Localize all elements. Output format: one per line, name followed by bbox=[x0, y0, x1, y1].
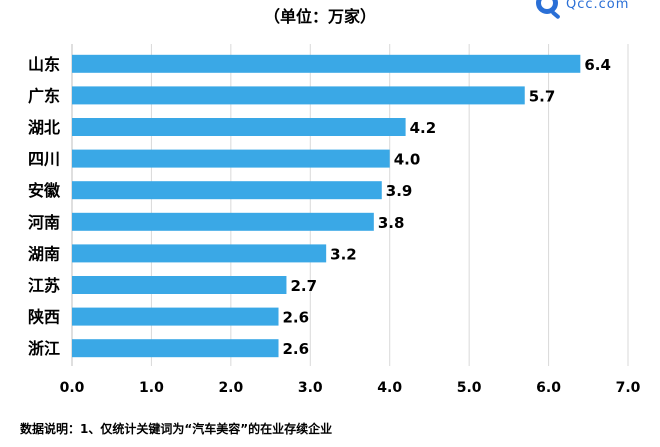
value-label: 2.6 bbox=[283, 340, 310, 358]
y-category-label: 湖北 bbox=[28, 118, 60, 137]
y-category-label: 山东 bbox=[28, 55, 60, 74]
bar bbox=[72, 118, 406, 136]
bar bbox=[72, 339, 279, 358]
value-label: 3.8 bbox=[378, 214, 405, 232]
bar bbox=[72, 86, 525, 105]
y-category-label: 安徽 bbox=[28, 181, 61, 200]
x-tick-label: 1.0 bbox=[139, 380, 164, 396]
bar bbox=[72, 181, 382, 200]
bar bbox=[72, 149, 390, 168]
bar bbox=[72, 276, 287, 294]
y-category-label: 广东 bbox=[28, 86, 60, 105]
footnote: 数据说明：1、仅统计关键词为“汽车美容”的在业存续企业 bbox=[20, 422, 333, 436]
x-tick-label: 6.0 bbox=[536, 380, 561, 396]
bar bbox=[72, 307, 279, 326]
value-label: 6.4 bbox=[584, 56, 611, 74]
y-category-label: 河南 bbox=[28, 213, 60, 232]
bar-chart: 0.0 1.0 2.0 3.0 4.0 5.0 6.0 7.0 山东 6.4 广东 5.7 湖北 4.2 四… bbox=[28, 44, 641, 396]
value-label: 4.0 bbox=[394, 151, 421, 169]
y-category-label: 浙江 bbox=[28, 339, 60, 358]
y-category-label: 江苏 bbox=[28, 276, 60, 295]
x-tick-label: 3.0 bbox=[298, 380, 323, 396]
chart-subtitle: （单位：万家） bbox=[263, 7, 376, 26]
value-label: 3.2 bbox=[330, 245, 357, 263]
x-tick-label: 0.0 bbox=[60, 380, 85, 396]
y-category-label: 陕西 bbox=[28, 308, 60, 327]
value-label: 2.6 bbox=[283, 309, 310, 327]
bar bbox=[72, 212, 374, 231]
bar bbox=[72, 54, 581, 73]
y-category-label: 湖南 bbox=[28, 244, 60, 263]
y-category-label: 四川 bbox=[28, 150, 60, 169]
value-label: 4.2 bbox=[410, 119, 437, 137]
logo-text: Qcc.com bbox=[566, 0, 630, 12]
value-label: 2.7 bbox=[290, 277, 317, 295]
bar bbox=[72, 244, 327, 263]
x-tick-label: 7.0 bbox=[616, 380, 641, 396]
magnifier-logo-icon bbox=[536, 0, 560, 19]
x-tick-label: 5.0 bbox=[457, 380, 482, 396]
value-label: 3.9 bbox=[386, 182, 413, 200]
x-tick-label: 2.0 bbox=[218, 380, 243, 396]
value-label: 5.7 bbox=[529, 87, 556, 105]
x-tick-label: 4.0 bbox=[377, 380, 402, 396]
qcc-logo: Qcc.com bbox=[528, 0, 658, 24]
